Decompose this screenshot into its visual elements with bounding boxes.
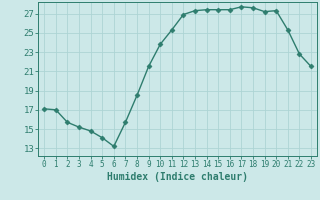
X-axis label: Humidex (Indice chaleur): Humidex (Indice chaleur) (107, 172, 248, 182)
